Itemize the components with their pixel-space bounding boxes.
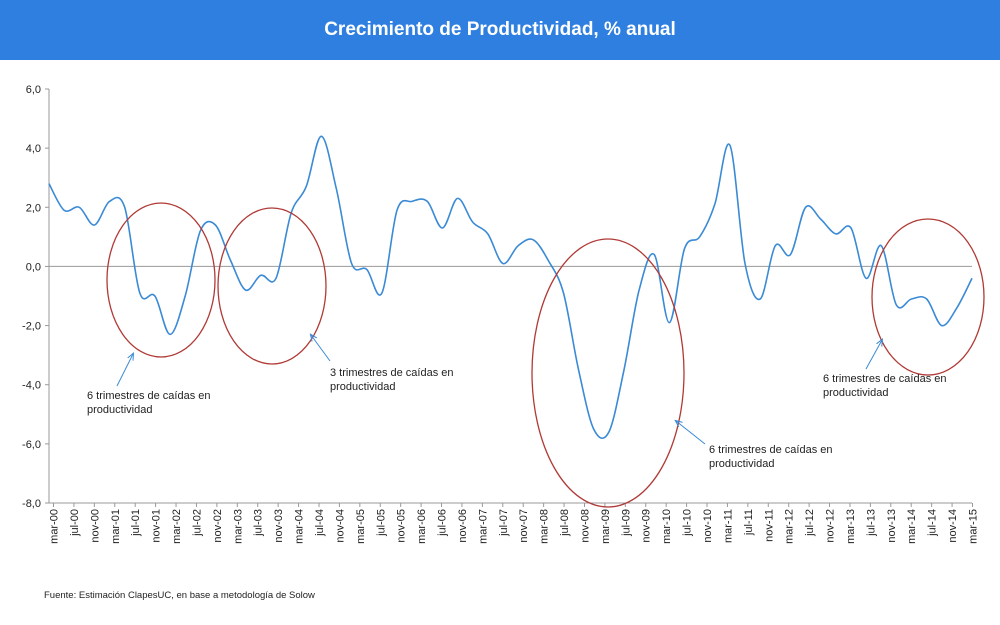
annotation-arrow [676,421,706,445]
x-tick-label: mar-15 [968,509,980,544]
annotation-text-line2: productividad [87,404,152,416]
annotation-text-line2: productividad [709,458,774,470]
annotation-arrow [311,335,331,362]
x-tick-label: nov-06 [457,509,469,543]
y-tick-label: 6,0 [26,84,41,96]
x-tick-label: jul-08 [559,509,571,537]
x-tick-label: jul-10 [682,509,694,537]
x-tick-label: jul-09 [620,509,632,537]
x-tick-label: nov-03 [273,509,285,543]
x-tick-label: mar-04 [294,509,306,544]
annotation-layer: 6 trimestres de caídas en productividad 3 … [87,202,985,508]
x-tick-label: nov-04 [334,509,346,543]
x-tick-label: mar-02 [171,509,183,544]
x-tick-label: jul-03 [253,509,265,537]
y-tick-label: -6,0 [22,439,41,451]
y-tick-label: -4,0 [22,380,41,392]
x-tick-label: mar-06 [416,509,428,544]
x-tick-label: nov-10 [702,509,714,543]
x-tick-label: jul-12 [804,509,816,537]
y-tick-label: 4,0 [26,143,41,155]
annotation-text-line2: productividad [330,381,395,393]
annotation-text-line2: productividad [823,387,888,399]
y-tick-label: 0,0 [26,261,41,273]
x-tick-label: nov-13 [886,509,898,543]
x-tick-label: nov-05 [396,509,408,543]
highlight-ellipse [531,238,685,508]
x-tick-label: mar-10 [661,509,673,544]
x-tick-label: jul-01 [130,509,142,537]
x-tick-label: mar-09 [600,509,612,544]
x-tick-label: jul-00 [69,509,81,537]
x-tick-label: mar-03 [232,509,244,544]
x-tick-label: nov-00 [89,509,101,543]
x-tick-label: jul-05 [375,509,387,537]
annotation-text-line1: 3 trimestres de caídas en [330,367,454,379]
x-tick-label: jul-07 [498,509,510,537]
y-axis: 6,0 4,0 2,0 0,0 -2,0 -4,0 -6,0 -8,0 [22,84,50,510]
annotation-arrow [116,354,133,387]
x-tick-label: jul-02 [191,509,203,537]
x-tick-label: nov-14 [947,509,959,543]
y-tick-label: -8,0 [22,498,41,510]
y-tick-label: -2,0 [22,321,41,333]
x-tick-label: mar-05 [355,509,367,544]
x-tick-label: mar-00 [49,509,61,544]
chart-title: Crecimiento de Productividad, % anual [324,19,676,40]
x-tick-label: nov-09 [641,509,653,543]
annotation-text-line1: 6 trimestres de caídas en [709,444,833,456]
x-tick-label: nov-01 [151,509,163,543]
x-tick-label: mar-01 [110,509,122,544]
annotation-text-line1: 6 trimestres de caídas en [823,373,947,385]
x-tick-label: jul-14 [927,509,939,537]
highlight-ellipse [217,207,327,365]
x-tick-label: jul-11 [743,509,755,536]
annotation-arrow [865,340,882,370]
x-tick-label: nov-12 [825,509,837,543]
highlight-ellipse [106,202,216,358]
x-tick-label: mar-14 [906,509,918,544]
x-tick-label: mar-08 [539,509,551,544]
highlight-ellipse [871,218,985,376]
x-tick-label: mar-07 [477,509,489,544]
source-note: Fuente: Estimación ClapesUC, en base a m… [44,590,315,601]
x-tick-label: jul-04 [314,509,326,537]
x-tick-label: nov-07 [518,509,530,543]
x-tick-label: nov-08 [579,509,591,543]
x-tick-label: mar-12 [784,509,796,544]
x-axis: mar-00 jul-00 nov-00 mar-01 jul-01 nov-01 mar-… [49,265,980,544]
productivity-line-chart: 6,0 4,0 2,0 0,0 -2,0 -4,0 -6,0 -8,0 mar-00 jul-0… [22,84,985,544]
y-tick-label: 2,0 [26,202,41,214]
chart-title-bar: Crecimiento de Productividad, % anual [0,0,1000,60]
x-tick-label: jul-06 [437,509,449,537]
x-tick-label: jul-13 [865,509,877,537]
annotation-text-line1: 6 trimestres de caídas en [87,390,211,402]
x-tick-label: mar-11 [722,509,734,543]
x-tick-label: nov-11 [763,509,775,542]
x-tick-label: nov-02 [212,509,224,543]
x-tick-label: mar-13 [845,509,857,544]
